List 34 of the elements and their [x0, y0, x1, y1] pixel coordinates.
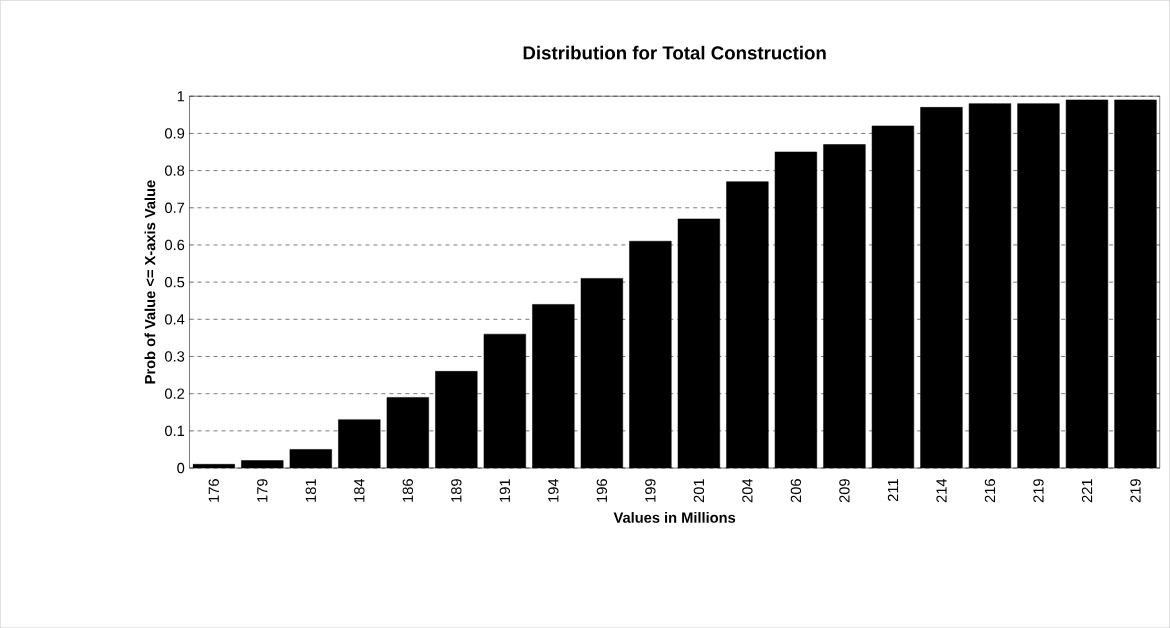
x-tick-label: 216 — [984, 478, 996, 503]
chart-title: Distribution for Total Construction — [523, 45, 826, 60]
x-tick-label: 186 — [402, 478, 414, 502]
x-tick-label: 201 — [693, 479, 705, 503]
y-tick-label: 0.4 — [165, 314, 185, 325]
x-tick-label: 194 — [548, 478, 559, 502]
y-tick-label: 0.7 — [165, 202, 185, 213]
x-tick-label: 206 — [790, 478, 802, 503]
x-tick-label: 191 — [499, 479, 511, 502]
y-tick-label: 1 — [177, 91, 185, 102]
x-tick-label: 209 — [839, 479, 850, 503]
x-tick-label: 179 — [257, 479, 268, 502]
y-tick-label: 0.1 — [165, 425, 185, 436]
y-axis-title: Prob of Value <= X-axis Value — [144, 180, 156, 384]
x-axis-title: Values in Millions — [613, 511, 736, 523]
x-tick-label: 214 — [936, 478, 947, 503]
x-tick-label: 204 — [742, 478, 753, 503]
y-tick-label: 0.6 — [165, 239, 185, 251]
x-tick-label: 181 — [305, 479, 316, 502]
x-tick-label: 189 — [451, 479, 462, 502]
y-tick-label: 0 — [177, 462, 185, 474]
x-tick-label: 176 — [208, 478, 219, 502]
y-tick-label: 0.2 — [165, 388, 185, 399]
x-tick-label: 219 — [1130, 479, 1141, 503]
x-tick-label: 221 — [1081, 479, 1093, 503]
x-tick-label: 219 — [1033, 479, 1044, 503]
x-tick-label: 199 — [645, 479, 656, 502]
x-tick-label: 184 — [354, 478, 365, 502]
y-tick-label: 0.3 — [165, 351, 185, 362]
x-tick-label: 196 — [596, 478, 608, 502]
y-tick-label: 0.9 — [165, 128, 185, 139]
x-tick-label: 211 — [887, 479, 899, 501]
y-tick-label: 0.5 — [165, 276, 185, 288]
y-tick-label: 0.8 — [165, 165, 185, 176]
